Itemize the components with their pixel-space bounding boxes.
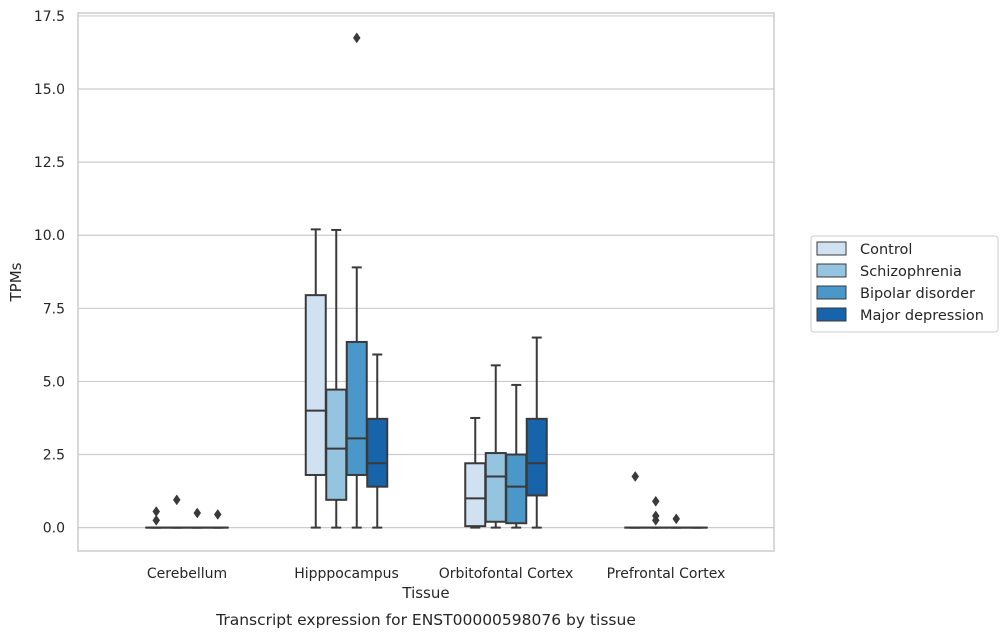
box-2-1 <box>484 364 507 529</box>
box-iqr <box>484 452 507 523</box>
y-tick-label-5: 12.5 <box>34 155 65 171</box>
outlier-point-0 <box>651 495 660 507</box>
outlier-point-0 <box>172 494 181 506</box>
y-tick-label-0: 0.0 <box>43 521 65 537</box>
y-tick-label-3: 7.5 <box>43 301 65 317</box>
box-iqr <box>525 417 548 497</box>
box-3-1 <box>644 495 667 529</box>
legend-swatch-2 <box>816 285 847 300</box>
x-tick-label-2: Orbitofontal Cortex <box>439 566 574 582</box>
outlier-point-0 <box>213 509 222 520</box>
y-tick-label-7: 17.5 <box>34 9 65 25</box>
outlier-point-0 <box>631 471 640 482</box>
box-0-2 <box>186 507 209 529</box>
chart-title: Transcript expression for ENST0000059807… <box>215 611 636 629</box>
legend-swatch-3 <box>816 307 847 322</box>
box-3-0 <box>624 471 647 529</box>
outlier-point-0 <box>672 513 681 525</box>
boxes <box>145 32 708 529</box>
legend-swatch-1 <box>816 263 847 278</box>
box-iqr <box>304 294 327 476</box>
box-2-2 <box>505 383 528 529</box>
x-tick-label-0: Cerebellum <box>147 566 227 582</box>
x-axis-label: Tissue <box>401 584 449 602</box>
x-axis-ticks: Cerebellum Hipppocampus Orbitofontal Corte… <box>147 566 725 582</box>
legend-label-0: Control <box>860 242 912 258</box>
gridlines <box>78 15 774 529</box>
box-1-3 <box>366 353 389 529</box>
plot-area-frame <box>77 12 775 552</box>
y-tick-label-1: 2.5 <box>43 448 65 464</box>
y-tick-label-4: 10.0 <box>34 228 65 244</box>
y-tick-label-2: 5.0 <box>43 374 65 390</box>
legend-swatch-0 <box>816 241 847 256</box>
box-1-1 <box>325 228 348 529</box>
box-0-0 <box>145 506 168 529</box>
y-axis-label: TPMs <box>7 262 25 302</box>
box-iqr <box>345 340 368 476</box>
legend-label-3: Major depression <box>860 308 984 324</box>
box-1-2 <box>345 32 368 529</box>
box-0-1 <box>165 494 188 529</box>
outlier-point-0 <box>352 32 361 44</box>
box-3-2 <box>665 513 688 529</box>
box-0-3 <box>206 509 229 529</box>
x-tick-label-1: Hipppocampus <box>294 566 399 582</box>
box-2-3 <box>525 336 548 529</box>
y-tick-label-6: 15.0 <box>34 82 65 98</box>
y-axis-ticks: 0.0 2.5 5.0 7.5 10.0 12.5 15.0 17.5 <box>34 9 65 537</box>
legend-label-1: Schizophrenia <box>860 264 962 280</box>
legend-label-2: Bipolar disorder <box>860 286 975 302</box>
legend: Control Schizophrenia Bipolar disorder Majo… <box>810 235 999 333</box>
box-iqr <box>505 453 528 525</box>
outlier-point-2 <box>651 514 660 526</box>
box-1-0 <box>304 228 327 529</box>
box-iqr <box>325 388 348 501</box>
box-2-0 <box>464 416 487 529</box>
box-iqr <box>464 462 487 528</box>
outlier-point-0 <box>193 507 202 519</box>
outlier-point-1 <box>152 514 161 526</box>
legend-frame <box>810 235 999 333</box>
box-iqr <box>366 417 389 488</box>
x-tick-label-3: Prefrontal Cortex <box>607 566 726 582</box>
